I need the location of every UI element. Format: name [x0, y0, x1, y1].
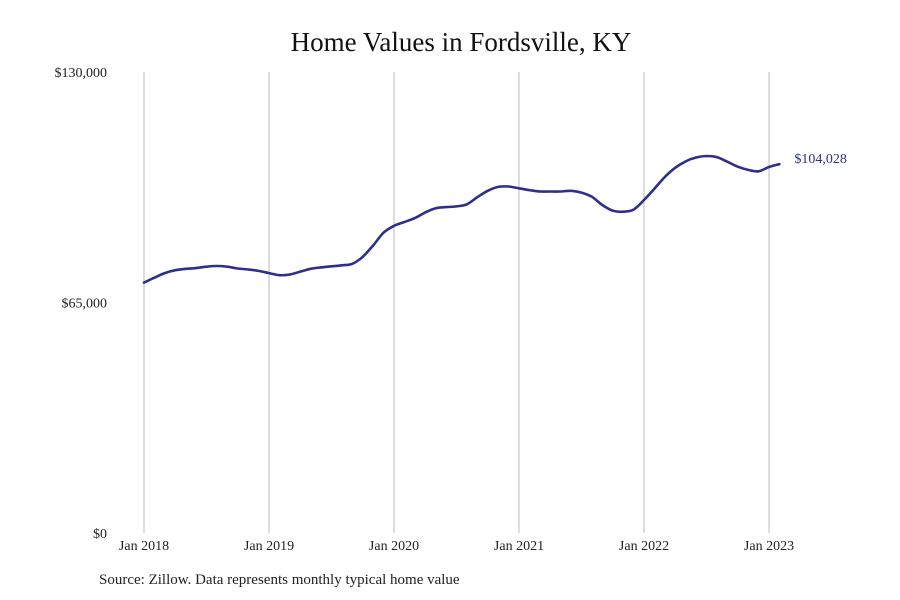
data-point: [278, 274, 280, 276]
data-point: [455, 205, 457, 207]
x-tick-label: Jan 2020: [369, 539, 419, 554]
data-point: [487, 190, 489, 192]
data-point: [726, 161, 728, 163]
data-point: [195, 267, 197, 269]
x-tick-label: Jan 2021: [494, 539, 544, 554]
data-point: [695, 156, 697, 158]
data-point: [539, 190, 541, 192]
data-point: [476, 196, 478, 198]
data-point: [716, 156, 718, 158]
x-tick-label: Jan 2023: [744, 539, 794, 554]
data-point: [705, 155, 707, 157]
data-point: [518, 187, 520, 189]
data-point: [382, 231, 384, 233]
data-point: [757, 170, 759, 172]
data-point: [497, 186, 499, 188]
data-point: [174, 269, 176, 271]
data-point: [226, 266, 228, 268]
x-tick-label: Jan 2019: [244, 539, 294, 554]
data-point: [685, 160, 687, 162]
source-note: Source: Zillow. Data represents monthly …: [99, 572, 460, 588]
data-point: [653, 188, 655, 190]
data-point: [414, 217, 416, 219]
data-point: [528, 189, 530, 191]
data-point: [622, 211, 624, 213]
data-point: [507, 185, 509, 187]
data-point: [257, 270, 259, 272]
data-point: [299, 270, 301, 272]
data-point: [591, 196, 593, 198]
data-point: [237, 267, 239, 269]
chart-title: Home Values in Fordsville, KY: [290, 27, 632, 57]
data-point: [674, 167, 676, 169]
data-point: [601, 204, 603, 206]
data-point: [435, 207, 437, 209]
data-point: [466, 203, 468, 205]
data-point: [549, 190, 551, 192]
data-point: [164, 272, 166, 274]
data-point: [247, 268, 249, 270]
end-value-label: $104,028: [794, 152, 847, 167]
data-point: [445, 206, 447, 208]
data-point: [747, 169, 749, 171]
data-point: [320, 266, 322, 268]
data-point: [216, 265, 218, 267]
data-point: [205, 266, 207, 268]
series-line: [142, 154, 781, 284]
data-point: [289, 273, 291, 275]
data-point: [778, 163, 780, 165]
data-point: [310, 268, 312, 270]
data-point: [632, 208, 634, 210]
data-point: [403, 221, 405, 223]
data-point: [341, 264, 343, 266]
data-point: [612, 210, 614, 212]
data-point: [570, 190, 572, 192]
data-point: [268, 272, 270, 274]
data-point: [362, 256, 364, 258]
data-point: [424, 211, 426, 213]
y-tick-label: $65,000: [62, 297, 108, 312]
data-point: [372, 244, 374, 246]
data-point: [330, 265, 332, 267]
data-point: [768, 166, 770, 168]
data-point: [185, 268, 187, 270]
x-tick-label: Jan 2022: [619, 539, 669, 554]
data-point: [664, 176, 666, 178]
data-point: [143, 281, 145, 283]
data-point: [153, 277, 155, 279]
data-point: [580, 191, 582, 193]
data-point: [560, 190, 562, 192]
y-tick-label: $130,000: [55, 66, 108, 81]
data-point: [737, 166, 739, 168]
data-point: [393, 225, 395, 227]
data-point: [351, 263, 353, 265]
data-point: [643, 199, 645, 201]
y-tick-label: $0: [93, 527, 107, 542]
x-tick-label: Jan 2018: [119, 539, 169, 554]
